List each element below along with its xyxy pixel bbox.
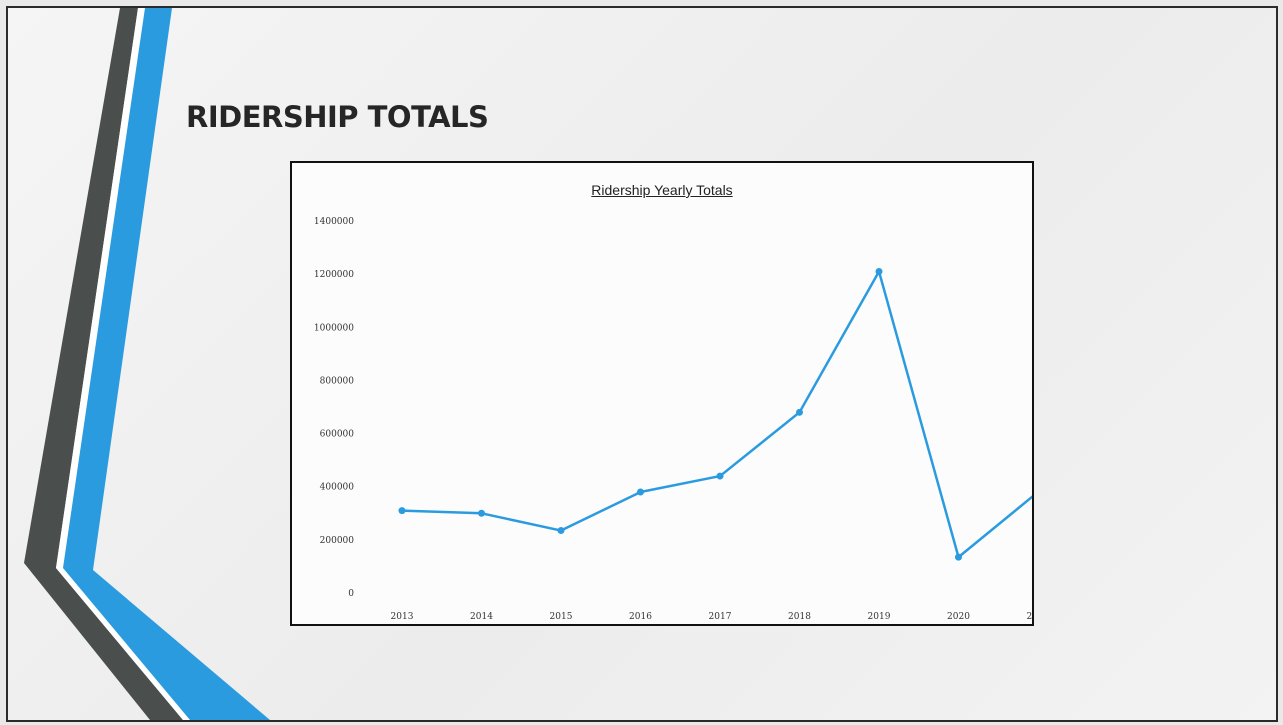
y-tick-label: 600000	[320, 430, 355, 440]
y-tick-label: 0	[348, 589, 354, 599]
data-point	[875, 267, 883, 275]
slide: RIDERSHIP TOTALS 1400000 1200000 1000000 80…	[6, 6, 1278, 722]
y-tick-label: 800000	[320, 376, 355, 386]
decorative-stripes	[24, 8, 270, 720]
x-tick-label: 2020	[947, 612, 970, 622]
x-tick-label: 2013	[391, 612, 414, 622]
x-tick-label: 2018	[788, 612, 811, 622]
data-point	[398, 507, 406, 515]
chart-frame: 1400000 1200000 1000000 800000 600000 400000 2…	[290, 161, 1034, 626]
data-point	[716, 472, 724, 480]
data-point	[557, 527, 565, 535]
x-tick-label: 2014	[470, 612, 493, 622]
x-tick-label: 2016	[629, 612, 652, 622]
x-tick-label: 2021	[1027, 612, 1032, 622]
y-tick-label: 1000000	[314, 323, 354, 333]
y-tick-label: 1200000	[314, 270, 354, 280]
chart-title: Ridership Yearly Totals	[591, 182, 733, 198]
slide-title: RIDERSHIP TOTALS	[186, 100, 489, 134]
series-line	[401, 270, 1032, 559]
blue-stripe	[63, 8, 270, 720]
white-stripe	[56, 8, 190, 720]
x-tick-label: 2019	[868, 612, 891, 622]
dark-stripe	[24, 8, 183, 720]
data-point	[637, 488, 644, 496]
line-chart: 1400000 1200000 1000000 800000 600000 400000 2…	[314, 217, 1032, 622]
x-tick-label: 2015	[550, 612, 573, 622]
y-tick-label: 400000	[320, 483, 355, 493]
x-tick-label: 2017	[709, 612, 732, 622]
data-point	[478, 509, 485, 517]
data-point	[796, 408, 803, 416]
y-tick-label: 200000	[320, 536, 355, 546]
y-tick-label: 1400000	[314, 217, 354, 227]
data-point	[955, 553, 962, 561]
